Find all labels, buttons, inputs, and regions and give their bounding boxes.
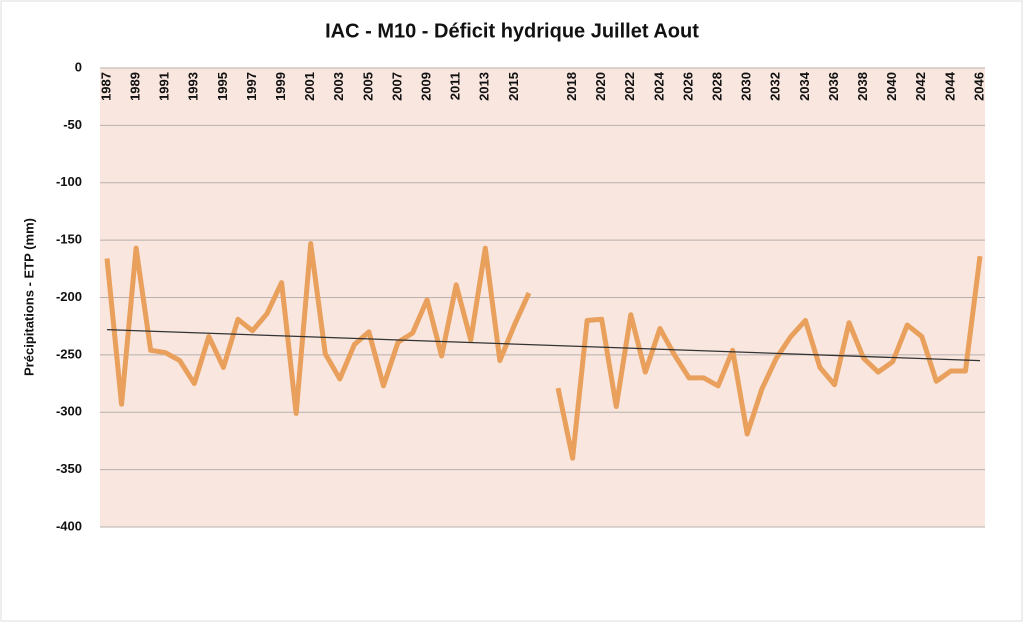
x-tick-label: 1993 xyxy=(186,72,201,101)
y-tick-label: -50 xyxy=(63,117,82,132)
trend-line xyxy=(106,328,981,362)
x-tick-label: 1991 xyxy=(157,72,172,101)
x-tick-label: 2013 xyxy=(477,72,492,101)
y-tick-label: -350 xyxy=(56,461,82,476)
x-tick-label: 2015 xyxy=(506,72,521,101)
x-tick-label: 2022 xyxy=(622,72,637,101)
x-tick-label: 2044 xyxy=(942,71,957,101)
y-tick-label: 0 xyxy=(75,59,82,74)
x-tick-label: 2038 xyxy=(855,72,870,101)
x-tick-label: 2024 xyxy=(651,71,666,101)
x-tick-label: 2018 xyxy=(564,72,579,101)
y-tick-label: -150 xyxy=(56,232,82,247)
y-tick-label: -100 xyxy=(56,174,82,189)
y-tick-label: -300 xyxy=(56,404,82,419)
x-tick-label: 1989 xyxy=(128,72,143,101)
x-tick-label: 2032 xyxy=(768,72,783,101)
x-tick-label: 2028 xyxy=(710,72,725,101)
y-tick-label: -250 xyxy=(56,346,82,361)
x-tick-label: 2007 xyxy=(389,72,404,101)
x-tick-label: 1987 xyxy=(98,72,113,101)
x-tick-label: 2026 xyxy=(680,72,695,101)
x-tick-label: 1999 xyxy=(273,72,288,101)
x-tick-label: 2001 xyxy=(302,72,317,101)
x-tick-label: 2042 xyxy=(913,72,928,101)
x-tick-label: 1995 xyxy=(215,72,230,101)
y-axis-title: Précipitations - ETP (mm) xyxy=(21,218,36,376)
x-tick-label: 2020 xyxy=(593,72,608,101)
y-tick-label: -200 xyxy=(56,289,82,304)
x-tick-label: 2046 xyxy=(971,72,986,101)
x-tick-label: 2040 xyxy=(884,72,899,101)
x-tick-label: 2011 xyxy=(448,72,463,100)
x-tick-label: 1997 xyxy=(244,72,259,101)
x-tick-label: 2036 xyxy=(826,72,841,101)
x-tick-label: 2003 xyxy=(331,72,346,101)
data-line xyxy=(104,241,983,461)
x-tick-label: 2030 xyxy=(739,72,754,101)
y-tick-label: -400 xyxy=(56,518,82,533)
chart-title: IAC - M10 - Déficit hydrique Juillet Aou… xyxy=(325,20,699,42)
x-tick-label: 2009 xyxy=(419,72,434,101)
x-tick-label: 2005 xyxy=(360,72,375,101)
x-tick-label: 2034 xyxy=(797,71,812,101)
